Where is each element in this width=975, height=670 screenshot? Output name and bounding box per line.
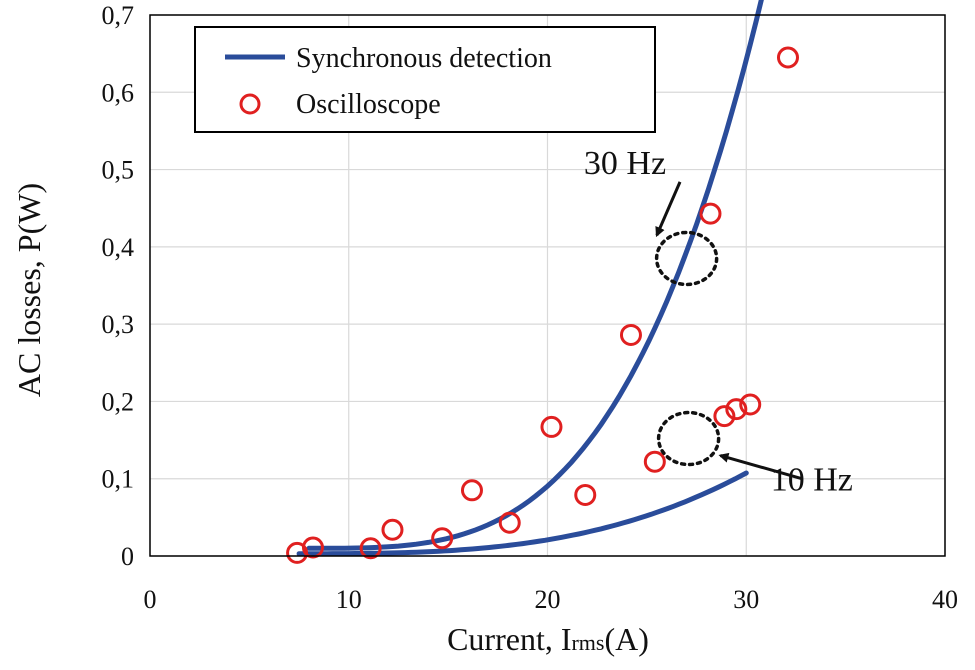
data-point-30hz bbox=[619, 323, 642, 346]
legend: Synchronous detection Oscilloscope bbox=[194, 26, 656, 133]
x-axis-title: Current, Irms(A) bbox=[447, 621, 649, 657]
y-tick-label: 0,3 bbox=[102, 310, 135, 339]
data-point-10hz bbox=[574, 483, 597, 506]
legend-label-oscilloscope: Oscilloscope bbox=[296, 89, 441, 120]
legend-circle-swatch bbox=[239, 93, 261, 115]
annotation-ellipse-10hz bbox=[656, 410, 721, 467]
data-point-30hz bbox=[540, 415, 563, 438]
y-tick-label: 0,6 bbox=[102, 78, 135, 107]
annotation-ellipse-30hz bbox=[654, 230, 719, 287]
plot-frame bbox=[149, 14, 946, 557]
x-tick-label: 20 bbox=[535, 585, 561, 614]
curve-30hz bbox=[306, 0, 764, 551]
x-tick-label: 0 bbox=[144, 585, 157, 614]
legend-label-synchronous: Synchronous detection bbox=[296, 43, 552, 74]
data-point-30hz bbox=[776, 46, 799, 69]
y-tick-label: 0,7 bbox=[102, 1, 135, 30]
data-point-10hz bbox=[498, 511, 521, 534]
data-point-10hz bbox=[713, 405, 736, 428]
tick-labels: 0 10 20 30 40 0 0,1 0,2 0,3 0,4 0,5 0,6 0,7 bbox=[102, 1, 959, 614]
data-point-10hz bbox=[643, 450, 666, 473]
data-point-10hz bbox=[359, 537, 382, 560]
data-point-30hz bbox=[699, 202, 722, 225]
annotation-arrow-30hz bbox=[655, 181, 682, 238]
data-point-10hz bbox=[286, 541, 309, 564]
series bbox=[286, 0, 799, 564]
y-tick-label: 0,4 bbox=[102, 233, 135, 262]
annotation-label-10hz: 10 Hz bbox=[771, 462, 853, 499]
annotation-label-30hz: 30 Hz bbox=[584, 145, 666, 182]
annotations: 30 Hz 10 Hz bbox=[584, 145, 853, 499]
annotation-arrow-10hz bbox=[718, 452, 803, 481]
x-tick-label: 40 bbox=[932, 585, 958, 614]
data-point-30hz bbox=[381, 518, 404, 541]
x-tick-label: 10 bbox=[336, 585, 362, 614]
data-point-30hz bbox=[460, 479, 483, 502]
data-point-10hz bbox=[739, 393, 762, 416]
legend-box bbox=[194, 26, 656, 133]
curve-10hz bbox=[296, 470, 749, 557]
x-tick-label: 30 bbox=[733, 585, 759, 614]
y-tick-label: 0,1 bbox=[102, 465, 135, 494]
y-tick-label: 0,2 bbox=[102, 387, 135, 416]
data-point-10hz bbox=[431, 527, 454, 550]
data-point-10hz bbox=[725, 398, 748, 421]
y-axis-title: AC losses, P(W) bbox=[11, 183, 47, 397]
y-tick-label: 0,5 bbox=[102, 156, 135, 185]
y-tick-label: 0 bbox=[121, 542, 134, 571]
